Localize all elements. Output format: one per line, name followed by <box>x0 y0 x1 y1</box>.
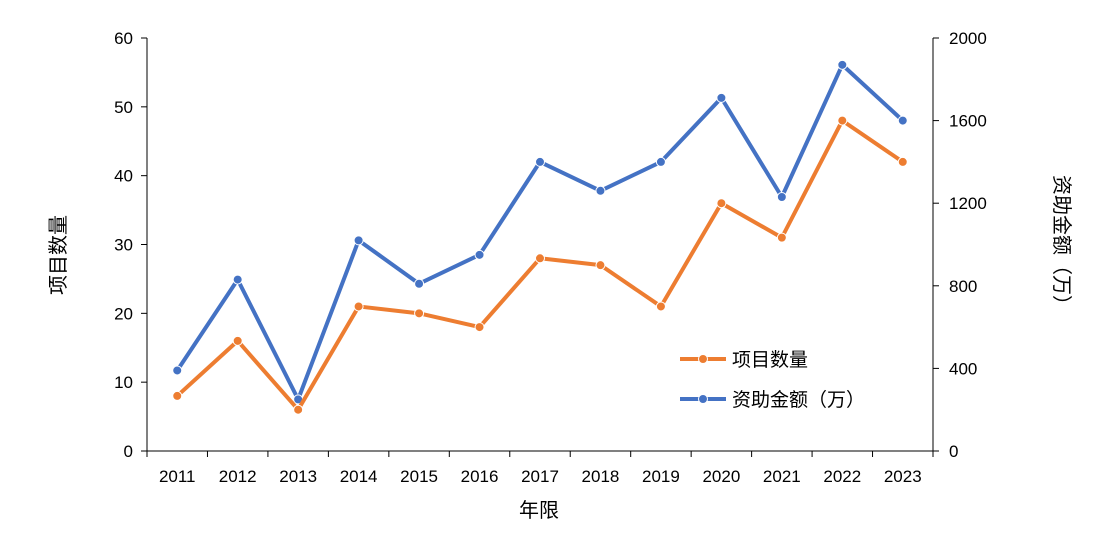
x-axis-title: 年限 <box>519 498 559 522</box>
axes: 0 10 20 30 40 50 60 0 400 800 1200 1600 2000 2011 2012… <box>114 29 987 486</box>
data-point-project-count <box>776 232 787 243</box>
y-right-tick-label: 400 <box>949 359 977 378</box>
legend-marker-project-count <box>698 354 708 364</box>
y-axis-left-title: 项目数量 <box>46 215 70 295</box>
data-point-funding <box>535 156 545 167</box>
x-tick-label: 2014 <box>340 467 378 486</box>
legend-marker-funding <box>698 394 708 404</box>
data-point-funding <box>897 115 908 126</box>
data-point-project-count <box>837 115 848 126</box>
legend-item-project-count: 项目数量 <box>680 349 808 371</box>
data-point-project-count <box>595 260 606 271</box>
data-point-project-count <box>716 198 727 209</box>
y-right-tick-label: 2000 <box>949 29 987 48</box>
data-point-funding <box>232 274 243 285</box>
axis-labels: 年限 项目数量 资助金额（万） <box>46 175 1074 522</box>
data-point-funding <box>776 192 787 203</box>
data-point-funding <box>837 59 848 70</box>
data-point-project-count <box>172 390 183 401</box>
data-point-project-count <box>535 253 545 264</box>
y-right-tick-label: 800 <box>949 277 977 296</box>
x-tick-label: 2023 <box>884 467 922 486</box>
y-axis-right-title: 资助金额（万） <box>1050 175 1074 315</box>
x-tick-label: 2021 <box>763 467 801 486</box>
y-right-tick-label: 1200 <box>949 194 987 213</box>
x-tick-label: 2022 <box>823 467 861 486</box>
y-right-tick-label: 1600 <box>949 112 987 131</box>
data-point-project-count <box>293 404 304 415</box>
data-point-project-count <box>474 322 485 333</box>
x-tick-label: 2020 <box>702 467 740 486</box>
data-point-funding <box>474 249 485 260</box>
data-point-project-count <box>232 335 243 346</box>
legend-label-project-count: 项目数量 <box>732 349 808 371</box>
data-point-project-count <box>353 301 364 312</box>
data-point-funding <box>353 235 364 246</box>
x-tick-label: 2011 <box>159 467 196 486</box>
series-layer <box>172 59 908 415</box>
x-tick-label: 2016 <box>461 467 499 486</box>
data-point-funding <box>172 365 183 376</box>
data-point-project-count <box>414 308 425 319</box>
series-funding <box>172 59 908 405</box>
y-left-tick-label: 50 <box>114 98 133 117</box>
y-left-tick-label: 30 <box>114 236 133 255</box>
data-point-funding <box>414 278 425 289</box>
y-left-tick-label: 40 <box>114 167 133 186</box>
legend: 项目数量 资助金额（万） <box>680 349 865 411</box>
data-point-project-count <box>655 301 666 312</box>
data-point-project-count <box>897 156 908 167</box>
y-right-tick-label: 0 <box>949 442 958 461</box>
data-point-funding <box>655 156 666 167</box>
legend-item-funding: 资助金额（万） <box>680 389 865 411</box>
y-left-tick-label: 0 <box>124 442 133 461</box>
series-project-count <box>172 115 908 415</box>
legend-label-funding: 资助金额（万） <box>732 389 865 411</box>
data-point-funding <box>716 92 727 103</box>
x-tick-label: 2017 <box>521 467 559 486</box>
x-tick-label: 2012 <box>219 467 257 486</box>
y-left-tick-label: 20 <box>114 304 133 323</box>
data-point-funding <box>595 185 606 196</box>
x-tick-label: 2013 <box>279 467 317 486</box>
x-tick-label: 2019 <box>642 467 680 486</box>
y-left-tick-label: 60 <box>114 29 133 48</box>
x-tick-label: 2018 <box>582 467 620 486</box>
y-left-tick-label: 10 <box>114 373 133 392</box>
x-tick-label: 2015 <box>400 467 438 486</box>
